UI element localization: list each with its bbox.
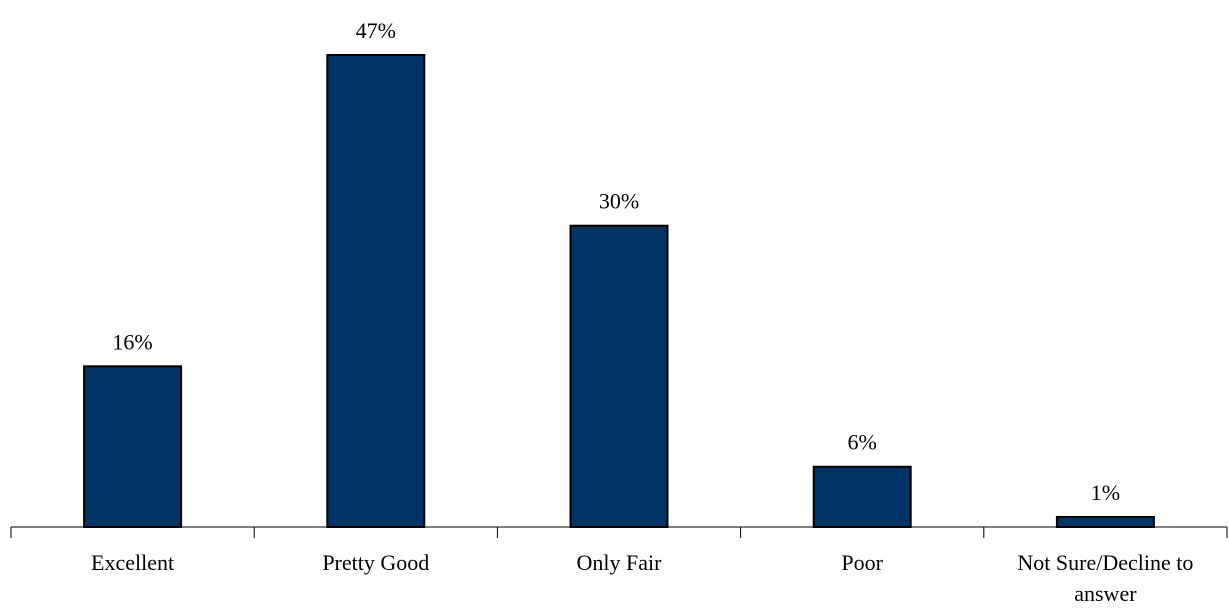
bar-2 xyxy=(569,224,669,528)
data-label-3: 6% xyxy=(848,430,877,455)
x-tick-label-4: Not Sure/Decline to answer xyxy=(1017,550,1193,606)
data-label-2: 30% xyxy=(599,189,639,214)
x-tick-label-0: Excellent xyxy=(91,550,174,575)
x-tick-label-3: Poor xyxy=(841,550,883,575)
x-tick-label-2: Only Fair xyxy=(577,550,663,575)
data-label-1: 47% xyxy=(356,18,396,43)
data-label-0: 16% xyxy=(112,329,152,354)
x-axis xyxy=(10,526,1228,538)
bar-0 xyxy=(83,365,183,528)
bars-group xyxy=(83,54,1155,529)
data-label-4: 1% xyxy=(1091,480,1120,505)
bar-1 xyxy=(326,54,426,528)
bar-3 xyxy=(812,465,912,529)
labels-group: 16% 47% 30% 6% 1% Excellent Pretty Good Only Fa… xyxy=(91,18,1193,606)
x-tick-label-1: Pretty Good xyxy=(322,550,429,575)
bar-4 xyxy=(1055,515,1155,529)
